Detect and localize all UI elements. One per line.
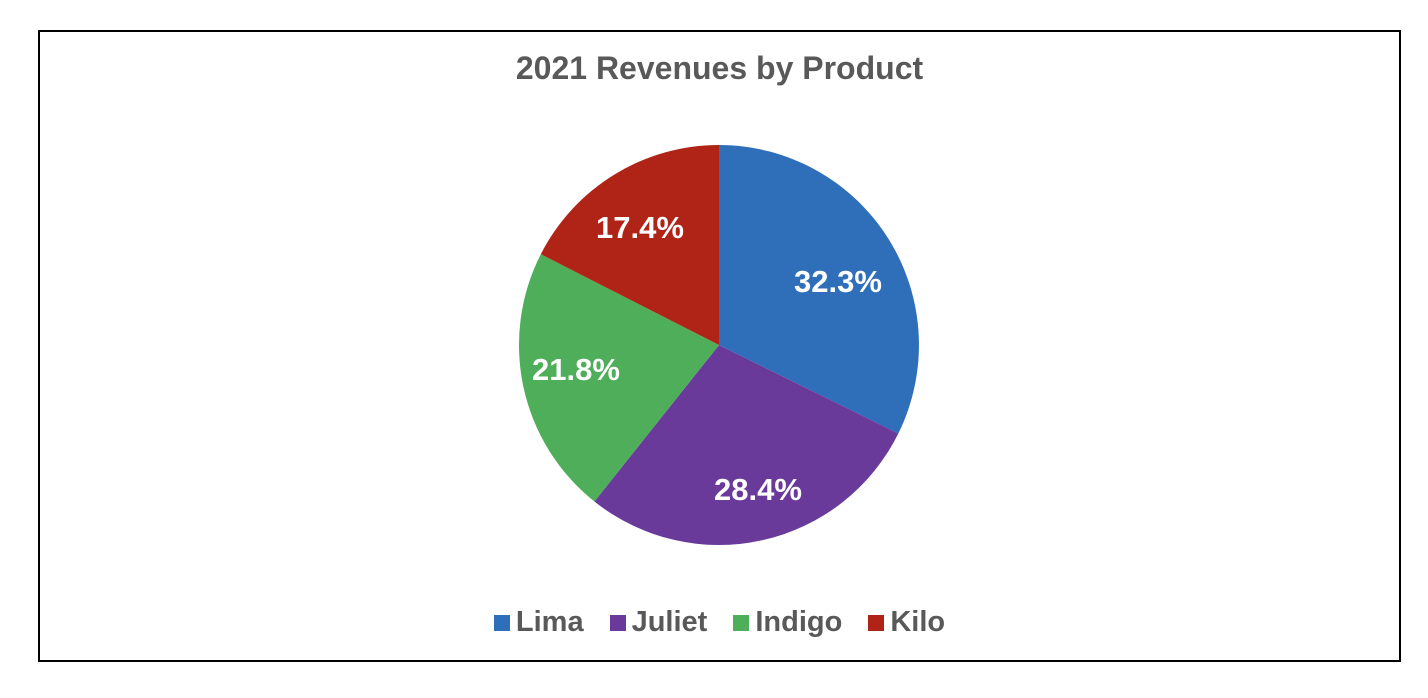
- chart-frame: 2021 Revenues by Product 32.3% 28.4% 21.…: [38, 30, 1401, 662]
- legend-swatch-juliet: [609, 614, 626, 631]
- chart-legend: Lima Juliet Indigo Kilo: [40, 606, 1399, 639]
- legend-item-kilo[interactable]: Kilo: [868, 606, 945, 639]
- legend-item-lima[interactable]: Lima: [493, 606, 584, 639]
- legend-swatch-kilo: [868, 614, 885, 631]
- slice-indigo[interactable]: [518, 254, 719, 502]
- legend-label-kilo: Kilo: [890, 606, 946, 638]
- legend-item-juliet[interactable]: Juliet: [609, 606, 708, 639]
- slice-label-indigo: 21.8%: [532, 352, 620, 387]
- slice-kilo[interactable]: [540, 145, 719, 345]
- slice-lima[interactable]: [719, 145, 919, 434]
- slice-label-juliet: 28.4%: [714, 472, 802, 507]
- legend-label-juliet: Juliet: [631, 606, 708, 638]
- slice-juliet[interactable]: [594, 345, 899, 546]
- legend-swatch-lima: [493, 614, 510, 631]
- pie-chart: 32.3% 28.4% 21.8% 17.4%: [518, 145, 919, 546]
- legend-item-indigo[interactable]: Indigo: [733, 606, 842, 639]
- slice-label-lima: 32.3%: [794, 264, 882, 299]
- legend-label-lima: Lima: [515, 606, 584, 638]
- legend-swatch-indigo: [733, 614, 750, 631]
- slice-label-kilo: 17.4%: [596, 210, 684, 245]
- chart-title: 2021 Revenues by Product: [515, 50, 924, 86]
- legend-label-indigo: Indigo: [755, 606, 843, 638]
